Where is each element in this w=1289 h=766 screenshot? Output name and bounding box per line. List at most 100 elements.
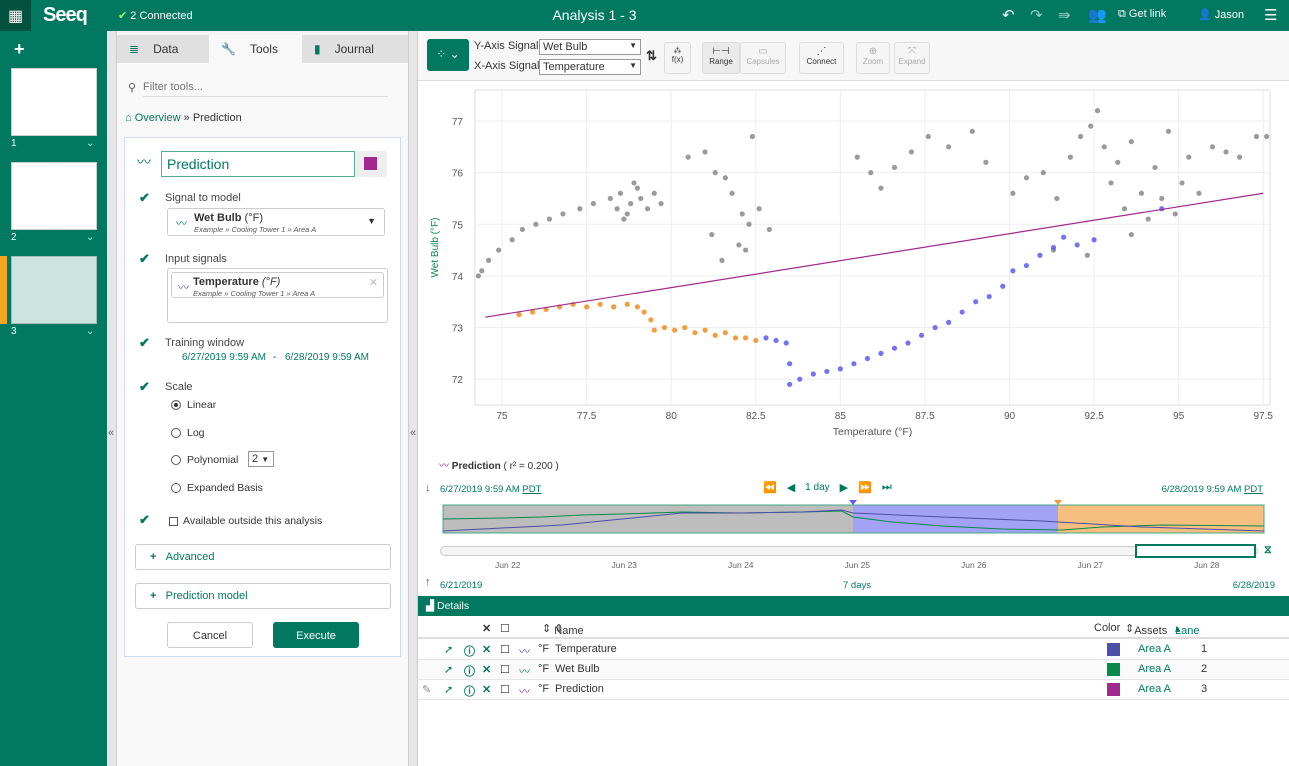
input-signals-box[interactable]: 〰 Temperature (°F) Example » Cooling Tow… <box>167 268 388 323</box>
arrow-down-icon[interactable]: ↓ <box>425 482 431 494</box>
rocket-icon[interactable]: ➚ <box>444 664 454 676</box>
step-forward-icon[interactable]: ▶ <box>839 482 849 494</box>
step-back-full-icon[interactable]: ⏪ <box>763 482 777 494</box>
fx-button[interactable]: ⁂ f(x) <box>664 42 691 74</box>
connection-status[interactable]: ✔ 2 Connected <box>118 10 193 22</box>
user-menu[interactable]: 👤 Jason <box>1198 9 1245 21</box>
x-axis-signal-select[interactable]: Temperature ▼ <box>539 59 641 75</box>
signal-to-model-select[interactable]: 〰 Wet Bulb (°F) Example » Cooling Tower … <box>167 208 385 236</box>
add-worksheet-button[interactable]: + <box>14 39 25 59</box>
row-checkbox[interactable]: ☐ <box>500 644 510 656</box>
overview-start[interactable]: 6/21/2019 <box>440 580 483 591</box>
remove-icon[interactable]: ✕ <box>482 644 492 656</box>
prediction-name-input[interactable] <box>161 151 355 177</box>
overview-end[interactable]: 6/28/2019 <box>1232 580 1275 591</box>
sort-name[interactable]: ⇕ Name ⇕ <box>542 623 584 637</box>
collapse-rail-handle[interactable]: « <box>107 31 117 766</box>
overview-span[interactable]: 7 days <box>843 580 871 591</box>
step-size[interactable]: 1 day <box>805 482 830 493</box>
arrow-up-icon[interactable]: ↑ <box>425 576 431 588</box>
details-row[interactable]: ✎ ➚ ⓘ ✕ ☐ 〰 °F Prediction Area A 3 <box>418 680 1289 700</box>
color-swatch[interactable] <box>1107 643 1120 656</box>
range-button[interactable]: ⊢⊣ Range <box>702 42 740 74</box>
execute-button[interactable]: Execute <box>273 622 359 648</box>
tab-data[interactable]: ≣ Data <box>117 35 209 63</box>
prediction-model-section[interactable]: + Prediction model <box>135 583 391 609</box>
asset-link[interactable]: Area A <box>1138 663 1172 675</box>
worksheet-thumbnail-3[interactable] <box>11 256 97 324</box>
scale-radio-polynomial[interactable]: Polynomial <box>171 454 238 466</box>
data-point <box>1074 242 1080 248</box>
details-header[interactable]: ▟ Details <box>418 596 1289 616</box>
asset-link[interactable]: Area A <box>1138 683 1172 695</box>
chevron-down-icon[interactable]: ⌄ <box>86 138 95 149</box>
breadcrumb-overview[interactable]: Overview <box>134 112 181 124</box>
info-icon[interactable]: ⓘ <box>464 646 475 658</box>
available-outside-checkbox[interactable]: Available outside this analysis <box>169 515 322 527</box>
zoom-button[interactable]: ⊕ Zoom <box>856 42 890 74</box>
color-swatch[interactable] <box>1107 663 1120 676</box>
remove-all-icon[interactable]: ✕ <box>482 623 492 635</box>
sort-assets[interactable]: ⇕ Assets <box>1125 623 1168 637</box>
overview-window-handle[interactable] <box>1135 544 1256 558</box>
remove-icon[interactable]: ✕ <box>482 664 492 676</box>
connect-button[interactable]: ⋰ Connect <box>799 42 844 74</box>
scale-radio-expanded-basis[interactable]: Expanded Basis <box>171 482 263 494</box>
polynomial-degree-select[interactable]: 2 ▼ <box>248 451 274 467</box>
expand-button[interactable]: ⤧ Expand <box>894 42 930 74</box>
chevron-down-icon[interactable]: ⌄ <box>86 326 95 337</box>
edit-icon[interactable]: ✎ <box>422 684 432 696</box>
color-picker[interactable] <box>355 151 387 177</box>
tab-tools[interactable]: 🔧 Tools <box>209 35 302 63</box>
details-row[interactable]: ➚ ⓘ ✕ ☐ 〰 °F Temperature Area A 1 <box>418 640 1289 660</box>
undo-icon[interactable]: ↶ <box>1002 7 1015 24</box>
swap-axes-icon[interactable]: ⇅ <box>646 48 657 63</box>
advanced-section[interactable]: + Advanced <box>135 544 391 570</box>
row-checkbox[interactable]: ☐ <box>500 684 510 696</box>
filter-tools-input[interactable] <box>143 77 388 97</box>
row-checkbox[interactable]: ☐ <box>500 664 510 676</box>
app-grid-icon[interactable]: ▦ <box>0 0 31 31</box>
scale-radio-log[interactable]: Log <box>171 427 205 439</box>
training-start[interactable]: 6/27/2019 9:59 AM <box>182 352 266 363</box>
jump-to-now-icon[interactable]: ⏭ <box>881 481 892 493</box>
color-swatch[interactable] <box>1107 683 1120 696</box>
worksheet-thumbnail-2[interactable] <box>11 162 97 230</box>
step-forward-full-icon[interactable]: ⏩ <box>858 482 872 494</box>
scatter-chart[interactable]: 75 77.5 80 82.5 85 87.5 90 92.5 95 97.5 72 73 74 75 76… <box>418 82 1289 442</box>
details-row[interactable]: ➚ ⓘ ✕ ☐ 〰 °F Wet Bulb Area A 2 <box>418 660 1289 680</box>
display-end[interactable]: 6/28/2019 9:59 AM PDT <box>1162 484 1263 495</box>
check-icon: ✔ <box>139 379 150 394</box>
y-axis-signal-select[interactable]: Wet Bulb ▼ <box>539 39 641 55</box>
hamburger-menu-icon[interactable]: ☰ <box>1264 7 1278 24</box>
remove-icon[interactable]: ✕ <box>482 684 492 696</box>
training-end[interactable]: 6/28/2019 9:59 AM <box>285 352 369 363</box>
column-color[interactable]: Color <box>1094 622 1121 634</box>
redo-icon[interactable]: ↷ <box>1030 7 1043 24</box>
sort-lane[interactable]: Lane ▴ <box>1175 623 1200 637</box>
zoom-overview-icon[interactable]: ⧖ <box>1264 544 1272 556</box>
tab-journal[interactable]: ▮ Journal <box>302 35 408 63</box>
get-link-button[interactable]: ⧉ Get link <box>1118 8 1167 20</box>
redo-all-icon[interactable]: ⇛ <box>1058 7 1071 24</box>
select-all-checkbox[interactable]: ☐ <box>500 623 510 635</box>
scale-radio-linear[interactable]: Linear <box>171 399 216 411</box>
collapse-panel-handle[interactable]: « <box>408 31 418 766</box>
capsules-button[interactable]: ▭ Capsules <box>740 42 786 74</box>
users-icon[interactable]: 👥 <box>1088 7 1107 24</box>
info-icon[interactable]: ⓘ <box>464 686 475 698</box>
overview-scrollbar[interactable] <box>440 546 1258 556</box>
data-point <box>1152 164 1158 171</box>
chevron-down-icon[interactable]: ⌄ <box>86 232 95 243</box>
display-start[interactable]: 6/27/2019 9:59 AM PDT <box>440 484 541 495</box>
rocket-icon[interactable]: ➚ <box>444 644 454 656</box>
cancel-button[interactable]: Cancel <box>167 622 253 648</box>
trend-overview[interactable] <box>442 500 1266 535</box>
rocket-icon[interactable]: ➚ <box>444 684 454 696</box>
info-icon[interactable]: ⓘ <box>464 666 475 678</box>
remove-icon[interactable]: ✕ <box>368 277 378 289</box>
worksheet-thumbnail-1[interactable] <box>11 68 97 136</box>
step-back-icon[interactable]: ◀ <box>786 482 796 494</box>
asset-link[interactable]: Area A <box>1138 643 1172 655</box>
view-selector-button[interactable]: ⁘ ⌄ <box>427 39 469 71</box>
